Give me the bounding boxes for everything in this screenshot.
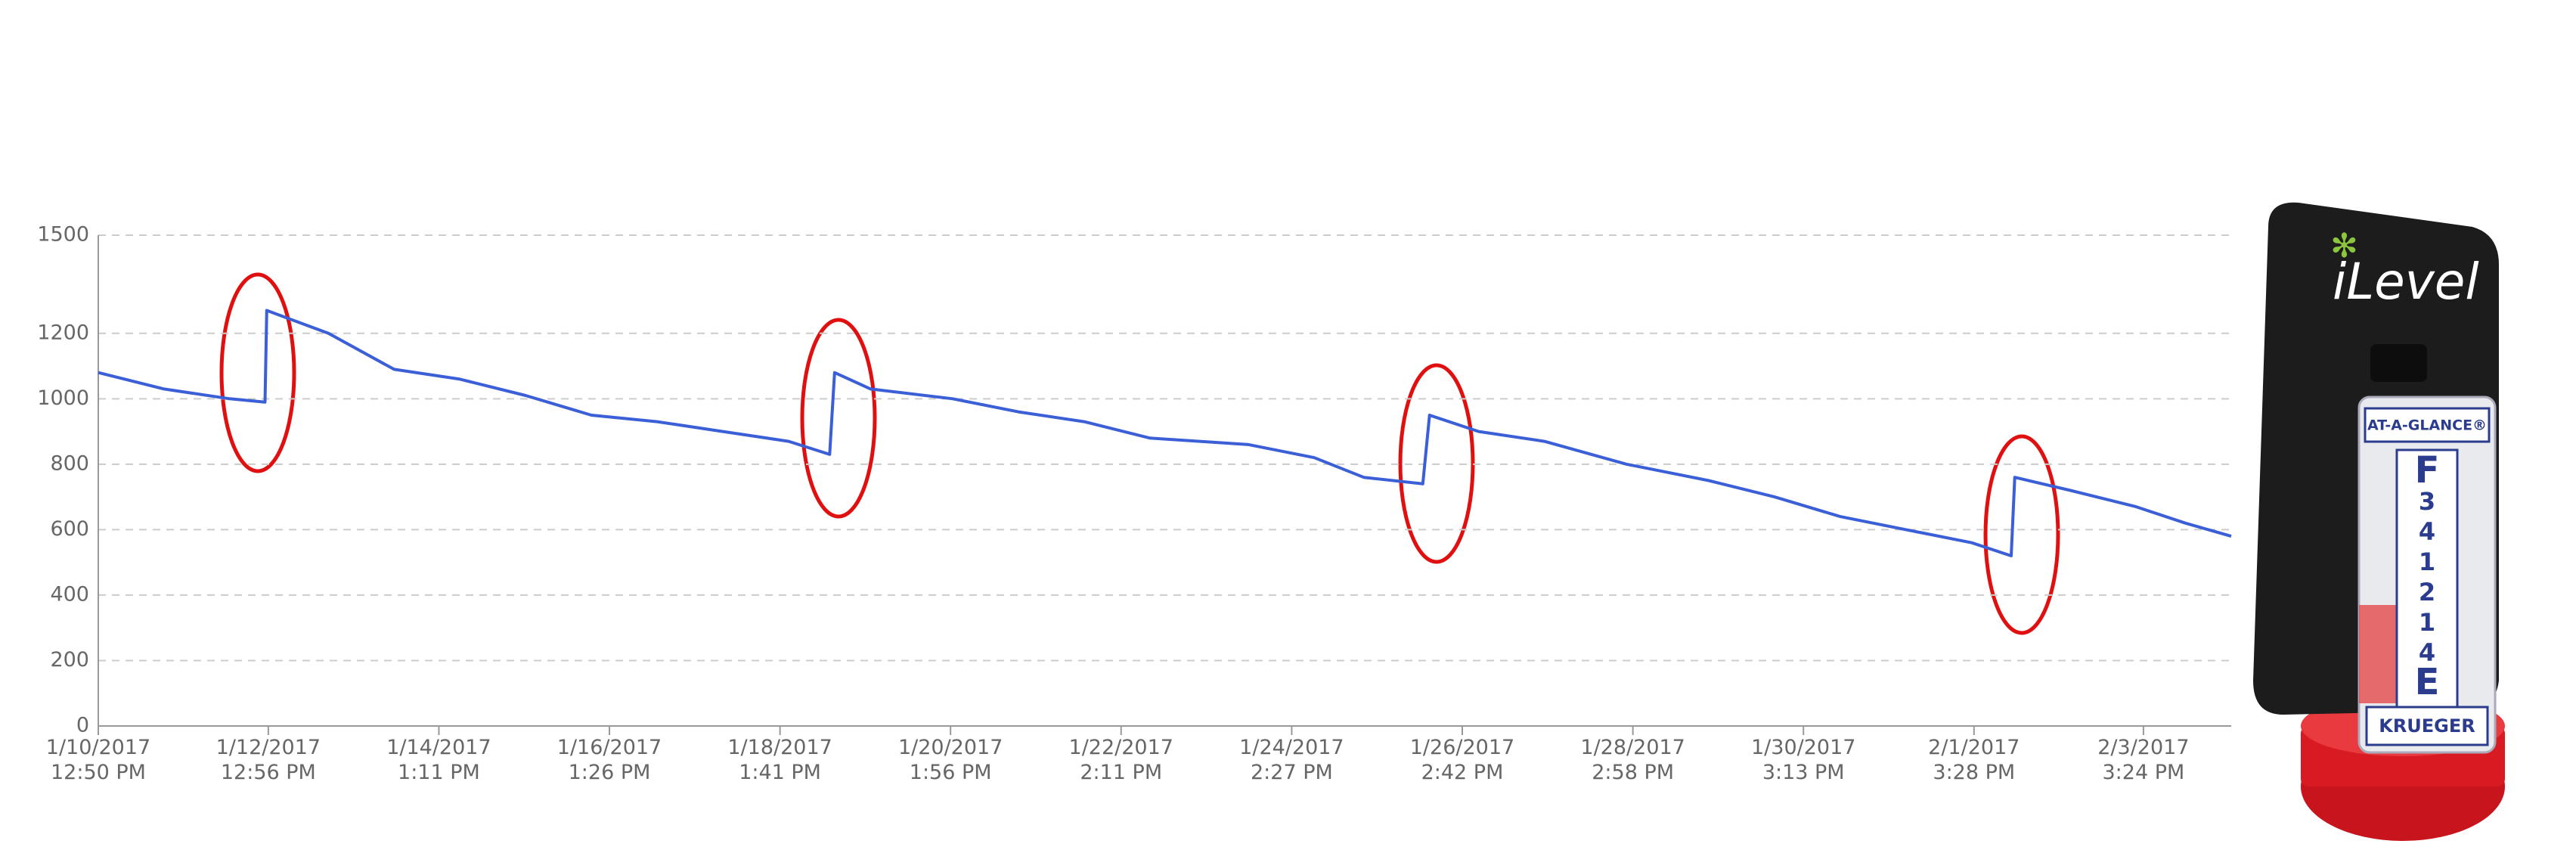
y-tick-label: 1000 <box>37 386 89 410</box>
scale-label: 1 <box>2419 548 2435 576</box>
highlight-ellipse <box>219 272 296 473</box>
x-tick-label: 2/1/2017 3:28 PM <box>1928 736 2020 784</box>
x-tick-label: 1/22/2017 2:11 PM <box>1068 736 1173 784</box>
x-tick-label: 1/24/2017 2:27 PM <box>1239 736 1344 784</box>
data-line <box>98 309 2232 557</box>
scale-label: 2 <box>2419 578 2435 606</box>
x-tick-label: 1/18/2017 1:41 PM <box>727 736 832 784</box>
scale-label: 1 <box>2419 608 2435 637</box>
tube-label: AT-A-GLANCE® <box>2367 417 2487 434</box>
scale-label: F <box>2415 449 2440 492</box>
x-tick-label: 1/12/2017 12:56 PM <box>215 736 321 784</box>
x-tick-label: 1/30/2017 3:13 PM <box>1750 736 1856 784</box>
scale-label: E <box>2415 661 2440 703</box>
tube-label-box <box>2364 407 2491 443</box>
device-logo: ✻ <box>2330 227 2358 265</box>
device-brand: iLevel <box>2333 253 2479 311</box>
highlight-ellipse <box>1983 434 2060 635</box>
y-tick-label: 0 <box>76 714 89 737</box>
y-tick-label: 600 <box>50 517 89 541</box>
y-tick-label: 200 <box>50 648 89 672</box>
scale-label: 4 <box>2419 638 2435 667</box>
scale-label: 3 <box>2419 487 2435 516</box>
x-tick-label: 1/14/2017 1:11 PM <box>386 736 491 784</box>
y-tick-label: 1200 <box>37 321 89 344</box>
x-tick-label: 1/28/2017 2:58 PM <box>1580 736 1685 784</box>
highlight-ellipse <box>800 318 877 519</box>
x-tick-label: 1/26/2017 2:42 PM <box>1409 736 1515 784</box>
tube-fluid <box>2359 605 2397 703</box>
device-maker: KRUEGER <box>2379 715 2475 737</box>
y-tick-label: 1500 <box>37 223 89 247</box>
x-tick-label: 1/20/2017 1:56 PM <box>897 736 1003 784</box>
y-tick-label: 400 <box>50 582 89 606</box>
x-tick-label: 1/16/2017 1:26 PM <box>556 736 662 784</box>
x-tick-label: 2/3/2017 3:24 PM <box>2097 736 2190 784</box>
y-tick-label: 800 <box>50 451 89 475</box>
scale-label: 4 <box>2419 517 2435 546</box>
x-tick-label: 1/10/2017 12:50 PM <box>45 736 151 784</box>
device-vent <box>2370 344 2427 382</box>
tube-scale <box>2395 448 2459 709</box>
annotations <box>219 272 2060 635</box>
maker-box <box>2365 706 2489 746</box>
